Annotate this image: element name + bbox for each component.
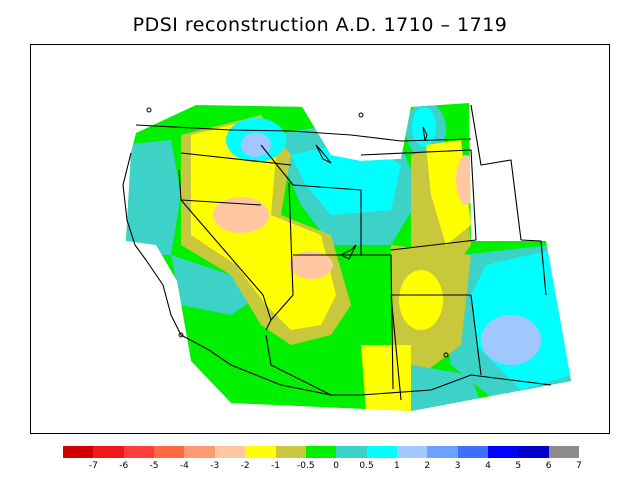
coastline-west	[122, 152, 332, 396]
field-region-peach-central	[289, 251, 333, 279]
field-region-yellow-south	[399, 270, 443, 330]
legend-swatch	[245, 446, 276, 458]
legend-swatch	[427, 446, 458, 458]
legend-swatch	[457, 446, 489, 458]
legend-tick-label: -7	[88, 461, 98, 471]
legend-tick-label: 3	[454, 461, 461, 471]
legend-tick-label: -5	[149, 461, 159, 471]
legend-swatch	[93, 446, 124, 458]
legend-swatch	[548, 446, 580, 458]
field-region-blue-north	[241, 133, 271, 157]
border-ut-co	[293, 254, 394, 390]
legend-swatch	[366, 446, 397, 458]
lake-icon-4	[443, 352, 449, 358]
border-canada	[135, 124, 472, 142]
legend-swatch	[214, 446, 246, 458]
legend-tick-label: 6	[545, 461, 552, 471]
outside-mask	[121, 95, 591, 425]
field-region-yellow-far-south	[361, 345, 411, 411]
lake-icon-2	[358, 112, 364, 118]
lake-icon-1	[146, 107, 152, 113]
legend-swatch	[275, 446, 306, 458]
legend-tick-label: -1	[270, 461, 280, 471]
border-nv-ut	[270, 182, 294, 321]
border-mexico	[265, 334, 552, 396]
border-east	[520, 239, 547, 296]
border-id	[260, 144, 362, 255]
lake-icon-3	[178, 332, 184, 338]
legend-swatch	[123, 446, 155, 458]
legend-swatch	[518, 446, 549, 458]
field-region-teal-sw	[171, 255, 261, 315]
great-salt-lake-icon	[339, 244, 357, 260]
color-legend: -7 -6 -5 -4 -3 -2 -1 -0.5 0 0.5 1 2 3 4 5 6 7	[63, 446, 582, 476]
legend-bar	[63, 446, 580, 458]
lakes	[146, 107, 449, 358]
legend-tick-label: -2	[240, 461, 250, 471]
pdsi-map	[121, 95, 591, 425]
field-region-teal-nw	[126, 140, 181, 255]
border-az-nm	[390, 294, 402, 401]
legend-tick-label: 5	[515, 461, 522, 471]
state-borders	[122, 104, 552, 401]
legend-swatch	[396, 446, 428, 458]
field-region-teal-south	[411, 365, 481, 411]
map-panel	[30, 44, 610, 434]
legend-tick-label: 0	[333, 461, 340, 471]
legend-tick-label: 1	[394, 461, 400, 471]
legend-tick-label: -4	[179, 461, 189, 471]
border-ca-nv	[180, 199, 272, 331]
legend-tick-label: -6	[119, 461, 129, 471]
border-wa-or	[180, 152, 292, 166]
legend-tick-label: 2	[424, 461, 431, 471]
field-region-blue-east	[481, 315, 541, 365]
lake-icon-ne	[422, 126, 428, 142]
border-wy-ne	[360, 149, 477, 251]
legend-swatch	[154, 446, 185, 458]
map-title: PDSI reconstruction A.D. 1710 – 1719	[132, 14, 508, 36]
field-region-cyan-ne	[412, 107, 436, 147]
legend-tick-label: 7	[576, 461, 582, 471]
legend-swatch	[184, 446, 215, 458]
legend-swatch	[336, 446, 367, 458]
field-region-peach-nw	[213, 197, 269, 233]
legend-tick-label: -3	[210, 461, 220, 471]
legend-swatch	[305, 446, 337, 458]
border-mt	[470, 104, 522, 241]
legend-tick-label: 0.5	[359, 461, 374, 471]
border-tx	[470, 294, 482, 376]
lake-icon-north	[315, 144, 332, 164]
legend-tick-label: -0.5	[297, 461, 315, 471]
legend-tick-label: 4	[485, 461, 491, 471]
legend-swatch	[63, 446, 94, 458]
legend-swatch	[488, 446, 519, 458]
